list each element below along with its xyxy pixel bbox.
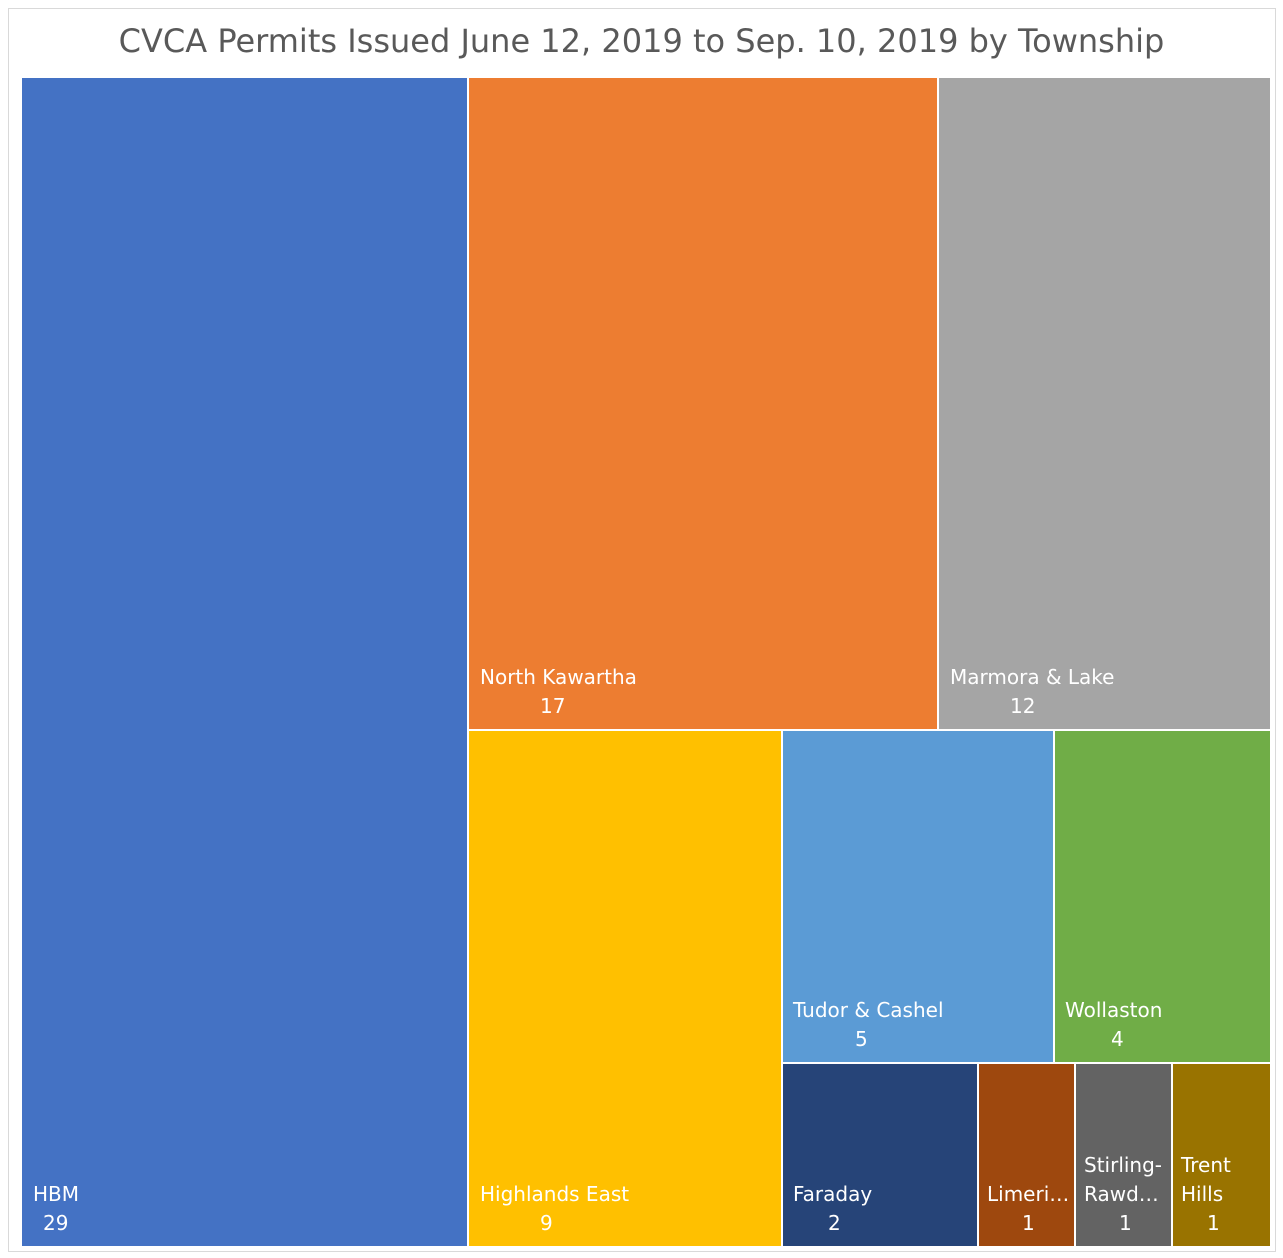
tile-name: Tudor & Cashel [793, 998, 944, 1022]
tile-value: 2 [828, 1211, 841, 1235]
tile-value: 4 [1111, 1027, 1124, 1051]
tile-value: 29 [43, 1211, 69, 1235]
tile-value: 1 [1022, 1211, 1035, 1235]
treemap-tile: North Kawartha 17 [469, 78, 937, 729]
tile-label: Faraday 2 [793, 1180, 872, 1238]
tile-label: Stirling- Rawd… 1 [1084, 1151, 1162, 1238]
tile-value: 12 [1010, 694, 1036, 718]
tile-name: Faraday [793, 1182, 873, 1206]
tile-value: 9 [540, 1211, 553, 1235]
tile-name: Rawd… [1084, 1182, 1159, 1206]
tile-name: Marmora & Lake [950, 665, 1115, 689]
treemap-tile: Tudor & Cashel 5 [783, 731, 1053, 1062]
tile-label: Trent Hills 1 [1181, 1151, 1231, 1238]
tile-label: Tudor & Cashel 5 [793, 996, 944, 1054]
chart-title: CVCA Permits Issued June 12, 2019 to Sep… [118, 22, 1165, 60]
treemap-tile: Faraday 2 [783, 1064, 977, 1246]
treemap-tile: Wollaston 4 [1055, 731, 1270, 1062]
tile-name: Hills [1181, 1182, 1224, 1206]
tile-label: Wollaston 4 [1065, 996, 1162, 1054]
tile-label: Limeri… 1 [987, 1180, 1069, 1238]
tile-label: Highlands East 9 [480, 1180, 629, 1238]
tile-label: HBM 29 [33, 1180, 79, 1238]
tile-name: Wollaston [1065, 998, 1163, 1022]
treemap-tile: Stirling- Rawd… 1 [1076, 1064, 1171, 1246]
tile-name: Stirling- [1084, 1153, 1163, 1177]
treemap-tile: Marmora & Lake 12 [939, 78, 1270, 729]
treemap-tile: Highlands East 9 [469, 731, 781, 1246]
tile-name: HBM [33, 1182, 80, 1206]
treemap-tile: HBM 29 [22, 78, 467, 1246]
tile-value: 1 [1207, 1211, 1220, 1235]
tile-name: Limeri… [987, 1182, 1070, 1206]
tile-name: Trent [1181, 1153, 1231, 1177]
tile-name: Highlands East [480, 1182, 630, 1206]
tile-label: North Kawartha 17 [480, 663, 637, 721]
tile-value: 1 [1119, 1211, 1132, 1235]
tile-value: 5 [855, 1027, 868, 1051]
tile-name: North Kawartha [480, 665, 637, 689]
treemap-tile: Trent Hills 1 [1173, 1064, 1270, 1246]
treemap-tile: Limeri… 1 [979, 1064, 1074, 1246]
tile-label: Marmora & Lake 12 [950, 663, 1114, 721]
tile-value: 17 [540, 694, 566, 718]
